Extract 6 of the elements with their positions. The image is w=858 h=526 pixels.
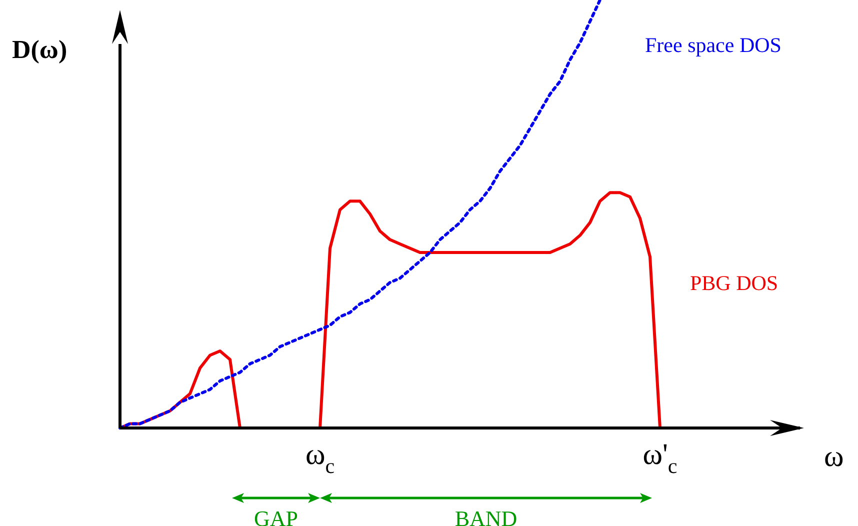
x-axis-title: ω <box>824 440 844 473</box>
text: BAND <box>454 506 518 526</box>
y-axis-title: D(ω) <box>12 35 68 64</box>
text: GAP <box>254 506 298 526</box>
text: Free space DOS <box>645 33 782 57</box>
series-label: PBG DOS <box>690 271 778 295</box>
